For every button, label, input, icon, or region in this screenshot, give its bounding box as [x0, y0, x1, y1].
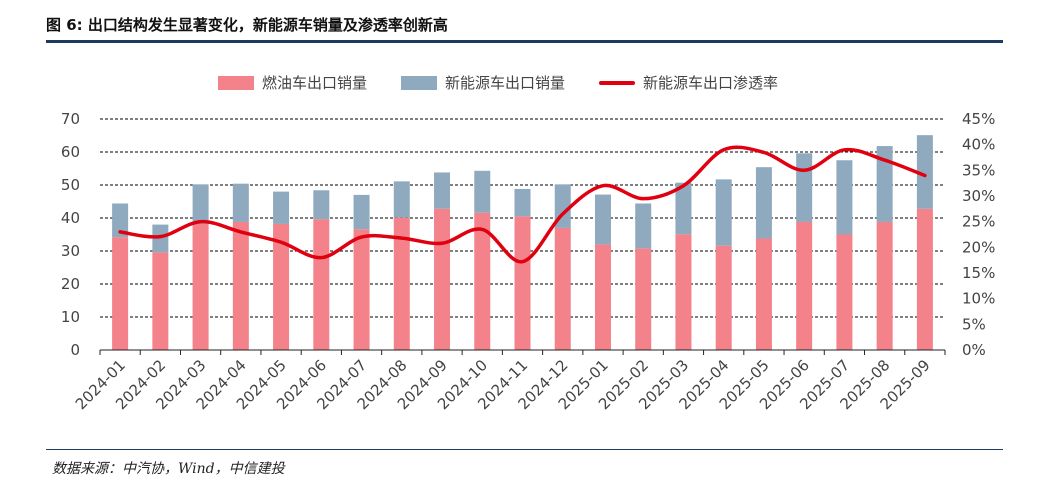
bar-fuel: [876, 221, 893, 350]
bar-fuel: [474, 212, 491, 350]
bar-nev: [313, 190, 330, 220]
y-right-tick-label: 40%: [962, 136, 995, 154]
bar-fuel: [715, 245, 732, 350]
legend-item-penetration: 新能源车出口渗透率: [599, 72, 778, 93]
bar-nev: [434, 172, 451, 209]
bar-fuel: [232, 221, 249, 350]
bar-fuel: [554, 227, 571, 350]
bar-nev: [353, 194, 370, 230]
y-left-tick-label: 40: [61, 209, 80, 227]
y-right-tick-label: 30%: [962, 187, 995, 205]
bar-fuel: [675, 234, 692, 350]
bar-fuel: [796, 221, 813, 350]
bar-fuel: [192, 223, 209, 350]
y-right-tick-label: 20%: [962, 238, 995, 256]
title-rule: [46, 40, 1003, 43]
bar-nev: [514, 188, 531, 217]
bar-nev: [192, 184, 209, 224]
bar-fuel: [313, 219, 330, 350]
bar-fuel: [393, 217, 410, 350]
legend-item-fuel: 燃油车出口销量: [218, 72, 367, 93]
bar-nev: [393, 181, 410, 218]
y-left-tick-label: 20: [61, 275, 80, 293]
chart-legend: 燃油车出口销量 新能源车出口销量 新能源车出口渗透率: [218, 72, 812, 93]
bar-nev: [836, 160, 853, 235]
y-left-tick-label: 30: [61, 242, 80, 260]
bar-nev: [232, 183, 249, 222]
bar-nev: [594, 194, 611, 245]
bar-nev: [755, 167, 772, 239]
bar-nev: [916, 135, 933, 209]
y-left-tick-label: 60: [61, 143, 80, 161]
y-right-tick-label: 45%: [962, 110, 995, 128]
legend-label-nev: 新能源车出口销量: [445, 74, 566, 92]
bar-fuel: [273, 223, 290, 350]
bar-nev: [675, 182, 692, 235]
bar-nev: [635, 203, 652, 249]
y-right-tick-label: 5%: [962, 315, 986, 333]
y-left-tick-label: 70: [61, 110, 80, 128]
y-left-tick-label: 10: [61, 308, 80, 326]
legend-label-fuel: 燃油车出口销量: [262, 74, 368, 92]
bar-fuel: [514, 216, 531, 350]
bar-fuel: [635, 248, 652, 350]
y-right-tick-label: 15%: [962, 264, 995, 282]
figure-title: 图 6: 出口结构发生显著变化，新能源车销量及渗透率创新高: [46, 16, 448, 34]
bar-nev: [796, 153, 813, 222]
legend-swatch-nev: [401, 75, 438, 90]
bar-fuel: [916, 208, 933, 350]
y-right-tick-label: 35%: [962, 161, 995, 179]
legend-label-penetration: 新能源车出口渗透率: [643, 74, 779, 92]
source-rule: [46, 449, 1003, 450]
bar-fuel: [152, 252, 169, 350]
y-right-tick-label: 0%: [962, 341, 986, 359]
bar-nev: [112, 203, 129, 238]
legend-swatch-fuel: [218, 75, 254, 90]
bar-fuel: [594, 244, 611, 350]
legend-item-nev: 新能源车出口销量: [401, 72, 565, 93]
y-right-tick-label: 10%: [962, 290, 995, 308]
y-left-tick-label: 0: [70, 341, 80, 359]
legend-swatch-penetration: [599, 80, 636, 85]
bar-fuel: [755, 238, 772, 350]
source-note: 数据来源：中汽协，Wind，中信建投: [52, 461, 285, 477]
bar-nev: [715, 179, 732, 246]
bar-fuel: [112, 237, 129, 350]
bar-nev: [273, 191, 290, 224]
y-right-tick-label: 25%: [962, 213, 995, 231]
line-layer: [118, 145, 927, 264]
y-left-tick-label: 50: [61, 176, 80, 194]
export-chart: 0 10 20 30 40 50 60 70 0% 5% 10% 15% 20% 25% 30% 35% 40%…: [61, 110, 995, 413]
bar-nev: [152, 224, 169, 253]
bar-nev: [876, 146, 893, 222]
bar-fuel: [434, 208, 451, 350]
bar-fuel: [353, 229, 370, 350]
bar-fuel: [836, 234, 853, 350]
bar-nev: [474, 170, 491, 213]
